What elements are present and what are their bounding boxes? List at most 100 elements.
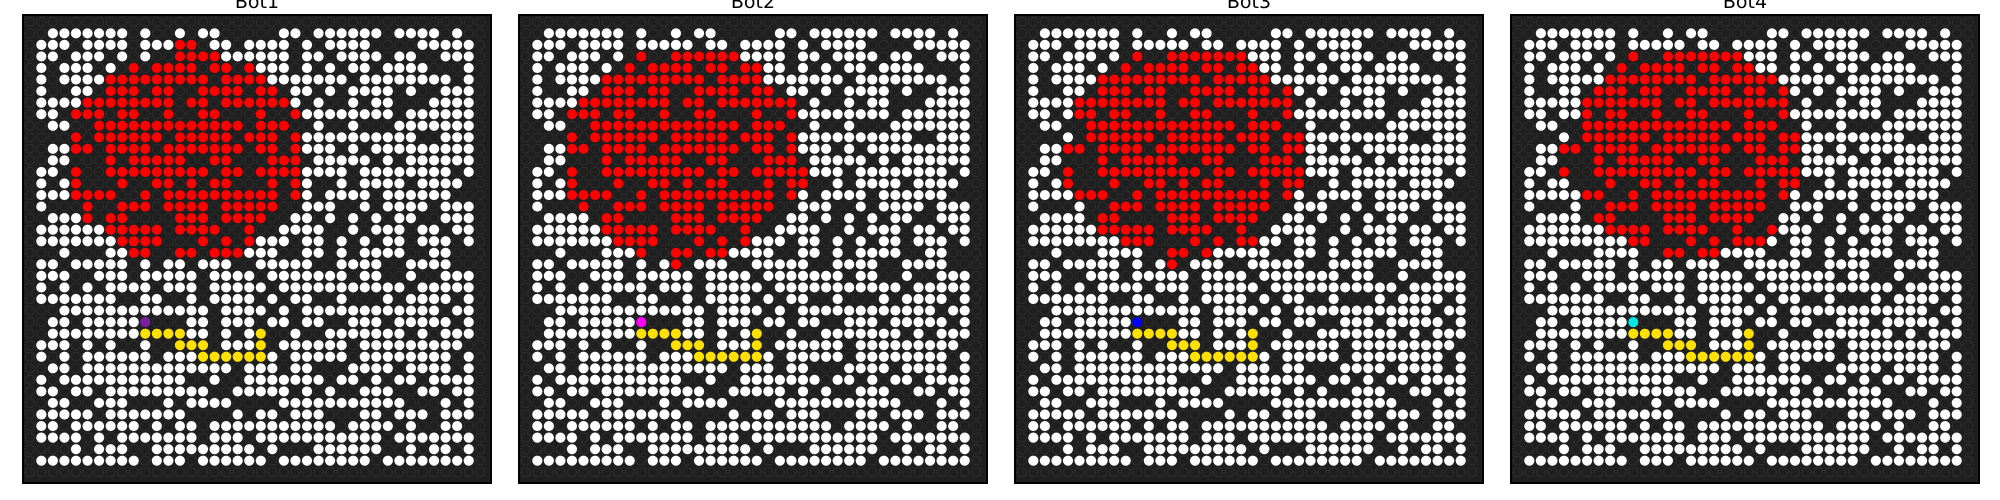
cell-wall bbox=[417, 270, 428, 281]
cell-wall bbox=[221, 467, 232, 478]
open-cell bbox=[890, 51, 901, 62]
open-cell bbox=[301, 374, 313, 385]
open-cell bbox=[1409, 409, 1420, 420]
fire-cell bbox=[1155, 120, 1166, 131]
open-cell bbox=[936, 259, 947, 270]
open-cell bbox=[797, 74, 809, 85]
cell-wall bbox=[1155, 317, 1166, 328]
cell-wall bbox=[636, 178, 647, 189]
open-cell bbox=[1189, 328, 1201, 339]
open-cell bbox=[1351, 155, 1362, 166]
cell-wall bbox=[475, 86, 486, 97]
cell-wall bbox=[174, 178, 186, 189]
cell-wall bbox=[1467, 86, 1478, 97]
open-cell bbox=[1270, 420, 1281, 432]
fire-cell bbox=[659, 155, 670, 166]
open-cell bbox=[140, 386, 151, 397]
fire-cell bbox=[232, 120, 243, 131]
cell-wall bbox=[844, 351, 855, 362]
open-cell bbox=[1916, 39, 1928, 50]
open-cell bbox=[1213, 363, 1224, 374]
cell-wall bbox=[1259, 282, 1270, 293]
open-cell bbox=[786, 74, 797, 85]
open-cell bbox=[1132, 247, 1143, 258]
fire-cell bbox=[601, 74, 612, 85]
open-cell bbox=[1074, 213, 1085, 224]
fire-cell bbox=[763, 132, 774, 143]
open-cell bbox=[348, 363, 359, 374]
cell-wall bbox=[1374, 444, 1385, 455]
open-cell bbox=[890, 224, 901, 235]
open-cell bbox=[105, 374, 116, 385]
cell-wall bbox=[659, 236, 670, 247]
fire-cell bbox=[624, 132, 635, 143]
open-cell bbox=[428, 178, 440, 189]
cell-wall bbox=[1016, 143, 1027, 154]
open-cell bbox=[670, 374, 682, 385]
open-cell bbox=[117, 397, 128, 409]
cell-wall bbox=[774, 444, 785, 455]
open-cell bbox=[948, 132, 959, 143]
cell-wall bbox=[705, 201, 716, 212]
fire-cell bbox=[163, 74, 174, 85]
open-cell bbox=[336, 293, 347, 305]
open-cell bbox=[463, 282, 474, 293]
fire-cell bbox=[221, 236, 232, 247]
open-cell bbox=[440, 201, 451, 212]
cell-wall bbox=[1086, 467, 1097, 478]
fire-cell bbox=[1166, 143, 1178, 154]
open-cell bbox=[1444, 97, 1455, 108]
cell-wall bbox=[774, 213, 785, 224]
cell-wall bbox=[417, 374, 428, 385]
open-cell bbox=[1097, 259, 1108, 270]
cell-wall bbox=[832, 467, 843, 478]
fire-cell bbox=[1224, 85, 1235, 97]
open-cell bbox=[336, 328, 347, 339]
open-cell bbox=[832, 270, 843, 281]
open-cell bbox=[543, 270, 554, 281]
cell-wall bbox=[382, 120, 393, 131]
open-cell bbox=[278, 236, 289, 247]
open-cell bbox=[1420, 224, 1432, 235]
cell-wall bbox=[1016, 328, 1027, 339]
open-cell bbox=[809, 28, 820, 39]
cell-wall bbox=[613, 189, 624, 201]
path-cell bbox=[1213, 351, 1224, 362]
fire-cell bbox=[601, 143, 612, 154]
fire-cell bbox=[682, 132, 693, 143]
open-cell bbox=[1432, 97, 1443, 108]
open-cell bbox=[1305, 201, 1316, 212]
open-cell bbox=[174, 28, 186, 39]
open-cell bbox=[948, 432, 959, 443]
open-cell bbox=[566, 74, 578, 85]
cell-wall bbox=[1236, 467, 1247, 478]
cell-wall bbox=[1512, 16, 1523, 27]
open-cell bbox=[371, 444, 382, 455]
open-cell bbox=[1039, 328, 1050, 339]
open-cell bbox=[867, 74, 878, 85]
open-cell bbox=[1028, 85, 1039, 97]
path-cell bbox=[1166, 340, 1178, 351]
open-cell bbox=[336, 455, 347, 466]
open-cell bbox=[959, 109, 970, 120]
open-cell bbox=[267, 374, 278, 385]
open-cell bbox=[1132, 282, 1143, 293]
open-cell bbox=[36, 236, 47, 247]
open-cell bbox=[1340, 374, 1351, 385]
cell-wall bbox=[1963, 51, 1974, 62]
cell-wall bbox=[244, 259, 255, 270]
cell-wall bbox=[1039, 201, 1050, 212]
open-cell bbox=[959, 397, 970, 409]
cell-wall bbox=[1120, 270, 1131, 281]
cell-wall bbox=[475, 39, 486, 50]
cell-wall bbox=[890, 16, 901, 27]
open-cell bbox=[1444, 143, 1455, 154]
open-cell bbox=[624, 305, 635, 316]
cell-wall bbox=[786, 201, 797, 212]
cell-wall bbox=[1859, 39, 1870, 50]
cell-wall bbox=[1467, 224, 1478, 235]
open-cell bbox=[1097, 340, 1108, 351]
open-cell bbox=[70, 97, 82, 108]
open-cell bbox=[543, 28, 554, 39]
open-cell bbox=[936, 444, 947, 455]
